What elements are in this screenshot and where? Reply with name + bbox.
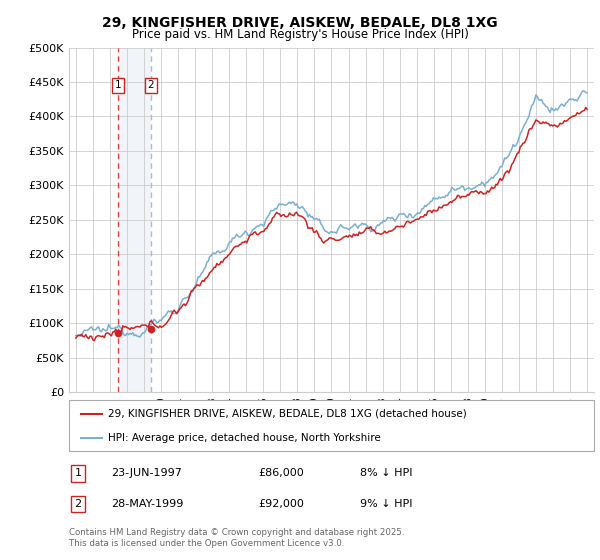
Text: 8% ↓ HPI: 8% ↓ HPI <box>360 468 413 478</box>
Text: Contains HM Land Registry data © Crown copyright and database right 2025.
This d: Contains HM Land Registry data © Crown c… <box>69 528 404 548</box>
Text: HPI: Average price, detached house, North Yorkshire: HPI: Average price, detached house, Nort… <box>109 433 381 443</box>
Text: 29, KINGFISHER DRIVE, AISKEW, BEDALE, DL8 1XG: 29, KINGFISHER DRIVE, AISKEW, BEDALE, DL… <box>102 16 498 30</box>
Text: 1: 1 <box>74 468 82 478</box>
Text: 23-JUN-1997: 23-JUN-1997 <box>111 468 182 478</box>
Text: 1: 1 <box>115 81 121 91</box>
Bar <box>118 48 151 392</box>
Text: 28-MAY-1999: 28-MAY-1999 <box>111 499 184 509</box>
Text: 9% ↓ HPI: 9% ↓ HPI <box>360 499 413 509</box>
Text: 2: 2 <box>74 499 82 509</box>
Text: Price paid vs. HM Land Registry's House Price Index (HPI): Price paid vs. HM Land Registry's House … <box>131 28 469 41</box>
Text: £86,000: £86,000 <box>258 468 304 478</box>
Text: £92,000: £92,000 <box>258 499 304 509</box>
Text: 2: 2 <box>148 81 154 91</box>
Text: 29, KINGFISHER DRIVE, AISKEW, BEDALE, DL8 1XG (detached house): 29, KINGFISHER DRIVE, AISKEW, BEDALE, DL… <box>109 408 467 418</box>
